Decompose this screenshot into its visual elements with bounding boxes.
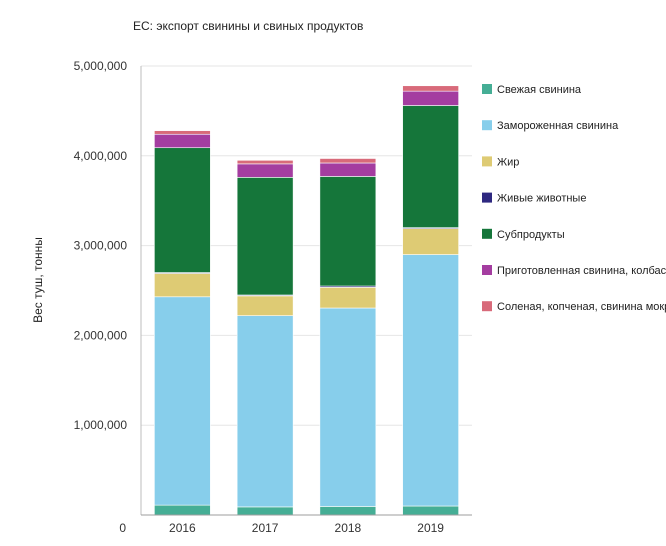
bar-segment — [319, 176, 377, 287]
legend-label: Живые животные — [497, 193, 586, 205]
bar-segment — [319, 158, 377, 164]
bar-segment — [319, 506, 377, 516]
bar-segment — [154, 504, 211, 516]
bar-segment — [319, 307, 377, 507]
legend-label: Жир — [497, 156, 519, 168]
legend-label: Свежая свинина — [497, 84, 582, 96]
bar-segment — [154, 296, 211, 506]
x-tick-label: 2016 — [169, 521, 196, 535]
y-tick-label: 4,000,000 — [74, 149, 128, 163]
bar-segment — [402, 90, 459, 106]
bar-segment — [402, 85, 459, 92]
legend-swatch — [482, 192, 492, 203]
bar-segment — [236, 177, 294, 296]
legend-swatch — [482, 265, 492, 275]
bar-segment — [319, 162, 377, 177]
y-tick-label: 5,000,000 — [74, 59, 128, 73]
bar-segment — [402, 105, 459, 228]
bar-segment — [402, 254, 459, 507]
legend-swatch — [482, 301, 492, 312]
y-tick-label: 0 — [119, 521, 126, 535]
legend-label: Приготовленная свинина, колбаса — [497, 265, 666, 277]
y-axis-label: Вес туш, тонны — [31, 237, 45, 323]
bar-segment — [154, 133, 211, 149]
bar-segment — [236, 506, 294, 516]
chart-title: ЕС: экспорт свинины и свиных продуктов — [133, 19, 363, 33]
legend-label: Замороженная свинина — [497, 120, 619, 132]
legend-swatch — [482, 84, 492, 94]
legend-swatch — [482, 156, 492, 167]
legend-swatch — [482, 228, 492, 239]
bar-segment — [402, 505, 459, 516]
y-tick-labels: 0 1,000,000 2,000,000 3,000,000 4,000,000 5,0… — [74, 59, 128, 535]
bar-segment — [154, 130, 211, 135]
bar-segment — [236, 159, 294, 165]
y-tick-label: 3,000,000 — [74, 239, 128, 253]
bar-segment — [236, 315, 294, 508]
y-tick-label: 2,000,000 — [74, 328, 128, 342]
bar-segment — [236, 295, 294, 316]
x-tick-labels: 2016 2017 2018 2019 — [169, 521, 444, 535]
legend-swatch — [482, 120, 492, 131]
legend: Свежая свинина Замороженная свинина Жир Жив… — [482, 84, 666, 313]
axes — [140, 66, 472, 516]
x-tick-label: 2017 — [252, 521, 279, 535]
bar-segment — [154, 147, 211, 273]
x-tick-label: 2019 — [417, 521, 444, 535]
legend-label: Субпродукты — [497, 229, 565, 241]
bar-segment — [402, 228, 459, 255]
bar-segment — [154, 273, 211, 298]
bar-segment — [236, 163, 294, 178]
y-tick-label: 1,000,000 — [74, 418, 128, 432]
x-tick-label: 2018 — [335, 521, 362, 535]
legend-label: Соленая, копченая, свинина мокр — [497, 301, 666, 313]
bar-segment — [319, 287, 377, 309]
bars — [154, 85, 459, 516]
